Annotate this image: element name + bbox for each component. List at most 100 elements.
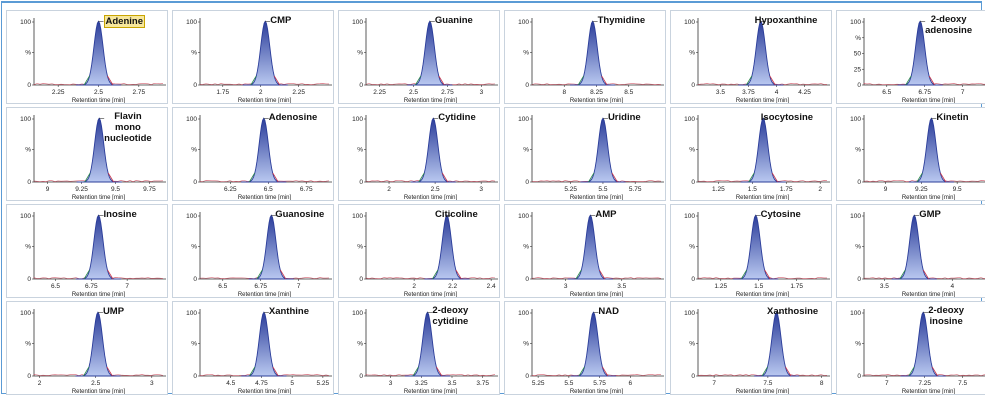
x-tick-label: 5.5 <box>564 380 573 387</box>
chromatogram-panel[interactable]: 100% 0 7 7.25 7.5 Retention time [min] 2-deoxy… <box>836 301 985 395</box>
x-tick-label: 1.5 <box>754 283 763 290</box>
axis-line <box>863 212 985 280</box>
peak-edge-trace <box>578 366 585 377</box>
y-tick-label: % <box>523 50 529 57</box>
peak-edge-trace <box>740 269 747 280</box>
y-tick-label: 0 <box>193 179 197 186</box>
chromatogram-panel[interactable]: 100% 0 3 3.5 Retention time [min] AMP <box>504 204 666 298</box>
y-tick-label: 0 <box>857 179 861 186</box>
x-tick-label: 1.75 <box>216 89 229 96</box>
y-tick-label: 100 <box>684 310 695 317</box>
chromatogram-panel[interactable]: 100% 0 8 8.25 8.5 Retention time [min] Thymidi… <box>504 10 666 104</box>
x-axis-title: Retention time [min] <box>736 389 790 395</box>
chromatogram-panel[interactable]: 100% 0 9 9.25 9.5 9.75 Retention time [min] Fla… <box>6 107 168 201</box>
baseline-trace <box>365 277 496 279</box>
peak-edge-trace <box>249 366 256 377</box>
chromatogram-panel[interactable]: 100% 0 3 3.25 3.5 3.75 Retention time [min] 2-d… <box>338 301 500 395</box>
x-tick-label: 6.5 <box>218 283 227 290</box>
x-axis-title: Retention time [min] <box>404 389 458 395</box>
x-tick-label: 9.25 <box>915 186 928 193</box>
x-axis-title: Retention time [min] <box>736 292 790 298</box>
peak-edge-trace <box>601 75 608 86</box>
y-tick-label: 100 <box>518 116 529 123</box>
axis-line <box>697 309 830 377</box>
y-tick-label: % <box>25 147 31 154</box>
chromatogram-panel[interactable]: 100% 0 6.25 6.5 6.75 Retention time [min] Aden… <box>172 107 334 201</box>
x-tick-label: 5 <box>290 380 294 387</box>
compound-label: 2-deoxy adenosine <box>925 14 972 36</box>
chromatogram-plot: 100% 0 1.25 1.5 1.75 2 Retention time [min] <box>684 115 830 200</box>
x-axis-title: Retention time [min] <box>902 195 956 201</box>
chromatogram-panel[interactable]: 100% 0 1.75 2 2.25 Retention time [min] CMP <box>172 10 334 104</box>
x-tick-label: 7.5 <box>763 380 772 387</box>
peak-edge-trace <box>84 172 91 183</box>
x-tick-label: 3.75 <box>742 89 755 96</box>
x-tick-label: 4 <box>950 283 954 290</box>
x-tick-label: 3 <box>479 186 483 193</box>
peak <box>76 117 122 183</box>
chromatogram-panel[interactable]: 100% 0 1.25 1.5 1.75 2 Retention time [min] Iso… <box>670 107 832 201</box>
x-tick-label: 7 <box>885 380 889 387</box>
chromatogram-panel[interactable]: 100% 0 7 7.5 8 Retention time [min] Xanthosine <box>670 301 832 395</box>
chromatogram-plot: 100% 0 2.25 2.5 2.75 Retention time [min] <box>20 18 166 103</box>
chromatogram-panel[interactable]: 100% 0 2 2.5 3 Retention time [min] UMP <box>6 301 168 395</box>
chromatogram-panel[interactable]: 100% 0 2 2.5 3 Retention time [min] Cytidine <box>338 107 500 201</box>
compound-label-line: CMP <box>270 15 292 26</box>
chromatogram-panel[interactable]: 100% 0 4.5 4.75 5 5.25 Retention time [min] Xan… <box>172 301 334 395</box>
chromatogram-panel[interactable]: 100% 0 2.25 2.5 2.75 3 Retention time [min] Gua… <box>338 10 500 104</box>
chromatogram-panel[interactable]: 100% 0 6.5 6.75 7 Retention time [min] Guanosi… <box>172 204 334 298</box>
compound-label: 2-deoxy cytidine <box>432 305 468 327</box>
chromatogram-panel[interactable]: 100% 0 3.5 3.75 4 4.25 Retention time [min] Hyp… <box>670 10 832 104</box>
y-tick-label: 0 <box>691 179 695 186</box>
peak <box>75 214 122 280</box>
chromatogram-panel[interactable]: 100% 50 25 0 6.5 6.75 7 Retention time [min] 2-d… <box>836 10 985 104</box>
x-axis-title: Retention time [min] <box>570 98 624 104</box>
peak <box>242 20 288 86</box>
y-tick-label: % <box>855 35 861 42</box>
peak-edge-trace <box>256 269 263 280</box>
chromatogram-panel[interactable]: 100% 0 3.5 4 Retention time [min] GMP <box>836 204 985 298</box>
x-axis-title: Retention time [min] <box>902 292 956 298</box>
peak <box>404 311 451 377</box>
y-tick-label: % <box>357 244 363 251</box>
x-tick-label: 6.75 <box>85 283 98 290</box>
peak-edge-trace <box>748 172 755 183</box>
x-tick-label: 3.75 <box>476 380 489 387</box>
chromatogram-panel[interactable]: 100% 0 2 2.2 2.4 Retention time [min] Citicoli… <box>338 204 500 298</box>
compound-label-line: Hypoxanthine <box>754 15 818 26</box>
chromatogram-panel[interactable]: 100% 0 5.25 5.5 5.75 6 Retention time [min] NAD <box>504 301 666 395</box>
chromatogram-panel[interactable]: 100% 0 2.25 2.5 2.75 Retention time [min] Aden… <box>6 10 168 104</box>
x-tick-label: 3.5 <box>716 89 725 96</box>
x-axis-title: Retention time [min] <box>72 389 126 395</box>
compound-label-line: Guanosine <box>275 209 325 220</box>
peak <box>75 20 122 86</box>
peak-edge-trace <box>83 269 90 280</box>
peak <box>248 214 294 280</box>
x-axis-title: Retention time [min] <box>902 98 956 104</box>
x-tick-label: 1.25 <box>712 186 725 193</box>
compound-label-line: Thymidine <box>597 15 646 26</box>
chromatogram-panel[interactable]: 100% 0 6.5 6.75 7 Retention time [min] Inosine <box>6 204 168 298</box>
chromatogram-plot: 100% 0 9 9.25 9.5 Retention time [min] <box>850 115 985 201</box>
y-tick-label: 0 <box>691 276 695 283</box>
chromatogram-panel[interactable]: 100% 0 1.25 1.5 1.75 Retention time [min] Cyto… <box>670 204 832 298</box>
x-tick-label: 3.5 <box>617 283 626 290</box>
x-axis-title: Retention time [min] <box>72 292 126 298</box>
chromatogram-panel[interactable]: 100% 0 5.25 5.5 5.75 Retention time [min] Urid… <box>504 107 666 201</box>
x-tick-label: 2 <box>387 186 391 193</box>
x-tick-label: 4.5 <box>226 380 235 387</box>
x-tick-label: 2.25 <box>292 89 305 96</box>
y-tick-label: % <box>25 341 31 348</box>
y-tick-label: 100 <box>684 116 695 123</box>
x-tick-label: 4.75 <box>255 380 268 387</box>
y-tick-label: 0 <box>525 373 529 380</box>
x-axis-title: Retention time [min] <box>238 98 292 104</box>
peak-edge-trace <box>107 172 114 183</box>
compound-label-line: adenosine <box>925 25 973 36</box>
chromatogram-panel[interactable]: 100% 0 9 9.25 9.5 Retention time [min] Kinetin <box>836 107 985 201</box>
x-tick-label: 7.25 <box>918 380 931 387</box>
x-tick-label: 3 <box>389 380 393 387</box>
x-tick-label: 2 <box>259 89 263 96</box>
